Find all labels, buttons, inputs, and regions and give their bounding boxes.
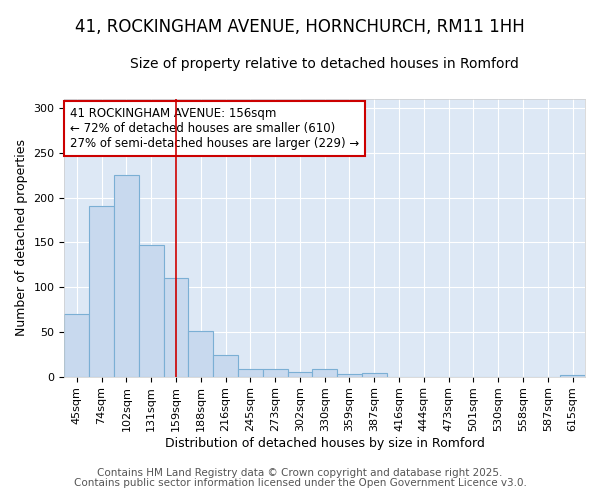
Bar [263,368,287,376]
Bar [89,206,114,376]
Text: Contains public sector information licensed under the Open Government Licence v3: Contains public sector information licen… [74,478,526,488]
Text: 41 ROCKINGHAM AVENUE: 156sqm
← 72% of detached houses are smaller (610)
27% of s: 41 ROCKINGHAM AVENUE: 156sqm ← 72% of de… [70,108,359,150]
Bar [238,368,263,376]
Bar [114,175,139,376]
Text: 41, ROCKINGHAM AVENUE, HORNCHURCH, RM11 1HH: 41, ROCKINGHAM AVENUE, HORNCHURCH, RM11 … [75,18,525,36]
Text: Contains HM Land Registry data © Crown copyright and database right 2025.: Contains HM Land Registry data © Crown c… [97,468,503,477]
Bar [188,331,213,376]
X-axis label: Distribution of detached houses by size in Romford: Distribution of detached houses by size … [165,437,485,450]
Bar [164,278,188,376]
Bar [362,373,386,376]
Bar [560,375,585,376]
Bar [337,374,362,376]
Bar [213,355,238,376]
Bar [287,372,313,376]
Bar [64,314,89,376]
Title: Size of property relative to detached houses in Romford: Size of property relative to detached ho… [130,58,519,71]
Y-axis label: Number of detached properties: Number of detached properties [15,140,28,336]
Bar [139,245,164,376]
Bar [313,368,337,376]
